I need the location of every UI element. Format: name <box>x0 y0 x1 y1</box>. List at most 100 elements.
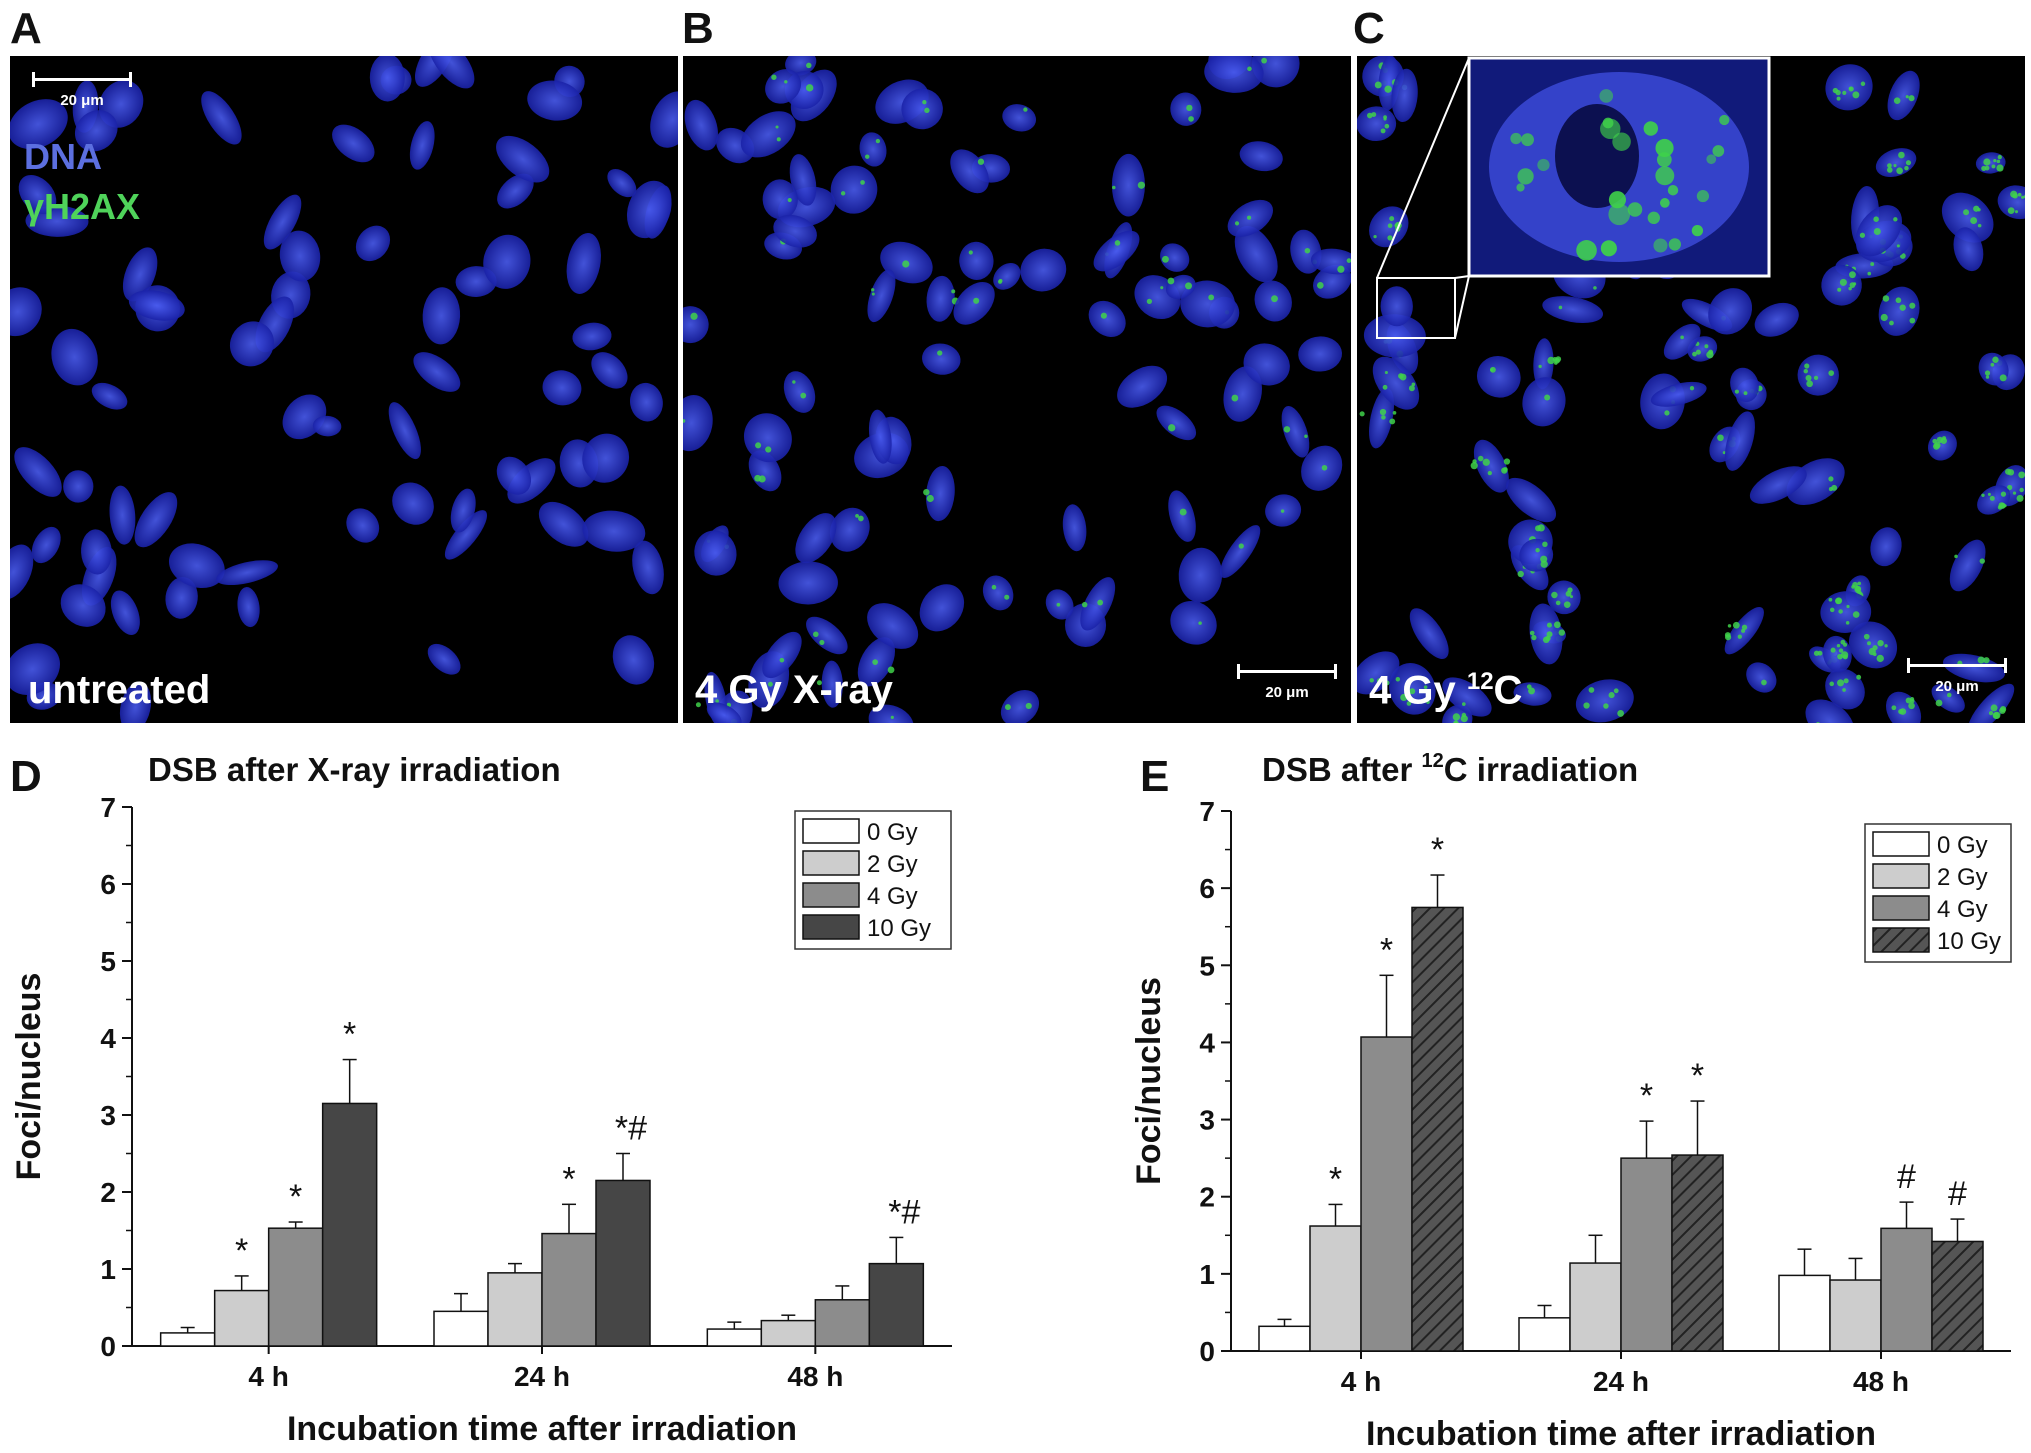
gh2ax-focus <box>1999 374 2007 382</box>
x-axis-label: Incubation time after irradiation <box>1366 1415 1876 1453</box>
gh2ax-focus <box>902 260 910 268</box>
gh2ax-focus <box>1981 493 1985 497</box>
gh2ax-focus <box>784 80 788 84</box>
nucleus <box>684 99 718 151</box>
bar <box>1569 1262 1622 1352</box>
nucleus <box>582 510 646 552</box>
nucleus <box>542 370 582 406</box>
nucleus <box>773 214 817 248</box>
significance-marker: * <box>1380 931 1393 969</box>
gh2ax-focus <box>2014 210 2019 214</box>
gh2ax-focus <box>1896 244 1900 248</box>
nucleus <box>312 415 342 437</box>
gh2ax-focus <box>1389 216 1395 222</box>
gh2ax-focus <box>872 659 878 665</box>
nucleus <box>1239 141 1283 172</box>
gh2ax-focus-inset <box>1653 238 1668 253</box>
y-tick-label: 7 <box>1199 796 1215 827</box>
gh2ax-focus <box>1384 370 1388 375</box>
significance-marker: * <box>1691 1057 1704 1095</box>
gh2ax-focus <box>1482 458 1490 466</box>
nucleus <box>427 643 461 675</box>
gh2ax-focus-inset <box>1600 240 1617 257</box>
nucleus <box>497 173 534 209</box>
gh2ax-focus-inset <box>1655 166 1675 186</box>
gh2ax-focus-inset <box>1655 138 1674 158</box>
gh2ax-focus <box>1374 81 1382 89</box>
gh2ax-focus <box>792 380 796 384</box>
gh2ax-focus <box>800 392 807 399</box>
gh2ax-focus <box>2007 207 2015 215</box>
gh2ax-focus <box>813 631 819 638</box>
gh2ax-focus <box>1741 628 1746 633</box>
bar <box>868 1262 925 1347</box>
nucleus <box>1442 677 1492 717</box>
gh2ax-focus <box>1806 380 1813 388</box>
chart-title-prefix: DSB after <box>1262 751 1422 788</box>
panel-letter-e: E <box>1140 752 1170 801</box>
nucleus <box>91 382 128 410</box>
gh2ax-focus <box>805 84 814 92</box>
nucleus <box>428 56 475 89</box>
gh2ax-focus <box>1837 287 1842 292</box>
nucleus <box>1180 280 1236 328</box>
legend: 0 Gy 2 Gy 4 Gy 10 Gy <box>1864 823 2012 963</box>
gh2ax-focus <box>1470 462 1478 470</box>
gh2ax-focus <box>1271 295 1278 303</box>
gh2ax-focus <box>1983 158 1991 166</box>
nucleus <box>369 56 405 102</box>
nucleus <box>1391 68 1418 123</box>
gh2ax-focus <box>1373 234 1377 239</box>
gh2ax-focus <box>819 639 825 646</box>
gh2ax-focus <box>1843 642 1848 647</box>
gh2ax-focus <box>1993 711 2001 720</box>
legend-entry: 10 Gy <box>1937 928 2001 955</box>
bar <box>1309 1225 1362 1352</box>
nucleus <box>229 321 275 367</box>
legend-entry: 10 Gy <box>867 915 931 942</box>
scale-bar-c-label: 20 μm <box>1935 678 1979 695</box>
nucleus <box>392 482 434 525</box>
gh2ax-focus <box>690 312 698 320</box>
gh2ax-focus <box>1563 601 1571 608</box>
nucleus <box>683 395 713 452</box>
gh2ax-focus <box>1805 374 1812 381</box>
nucleus <box>10 99 68 150</box>
bar <box>1671 1154 1724 1352</box>
nucleus <box>650 91 678 148</box>
nucleus <box>1529 603 1563 665</box>
gh2ax-focus <box>1910 698 1915 704</box>
bar <box>706 1328 763 1347</box>
legend-swatch <box>802 850 860 876</box>
gh2ax-focus <box>1963 209 1970 216</box>
nucleus <box>926 275 955 322</box>
gh2ax-focus <box>1843 678 1849 684</box>
gh2ax-focus <box>973 297 980 304</box>
gh2ax-focus <box>1689 386 1695 391</box>
nucleus <box>1820 591 1872 633</box>
nucleus <box>901 88 943 130</box>
nucleus <box>263 194 302 250</box>
gh2ax-focus <box>1384 85 1392 93</box>
nucleus <box>538 501 589 547</box>
gh2ax-focus <box>2018 471 2025 479</box>
nucleus <box>743 413 792 463</box>
gh2ax-focus <box>2019 487 2024 493</box>
gh2ax-focus <box>1873 227 1881 235</box>
gh2ax-focus <box>1905 95 1909 99</box>
gh2ax-focus <box>1452 713 1461 721</box>
gh2ax-focus <box>1231 394 1239 402</box>
micrograph-b-image <box>683 56 1351 723</box>
bar <box>1518 1317 1571 1352</box>
gh2ax-focus <box>1023 107 1028 112</box>
panel-letter-c: C <box>1353 4 1385 53</box>
nucleus <box>110 590 140 636</box>
gh2ax-focus-inset <box>1643 121 1659 136</box>
nucleus <box>1117 365 1168 408</box>
gh2ax-focus <box>1460 715 1468 723</box>
gh2ax-focus-inset <box>1719 114 1730 126</box>
gh2ax-focus <box>1996 159 2001 164</box>
scale-bar-b-label: 20 μm <box>1265 684 1309 701</box>
nucleus <box>1476 355 1521 398</box>
nucleus <box>1223 366 1262 422</box>
